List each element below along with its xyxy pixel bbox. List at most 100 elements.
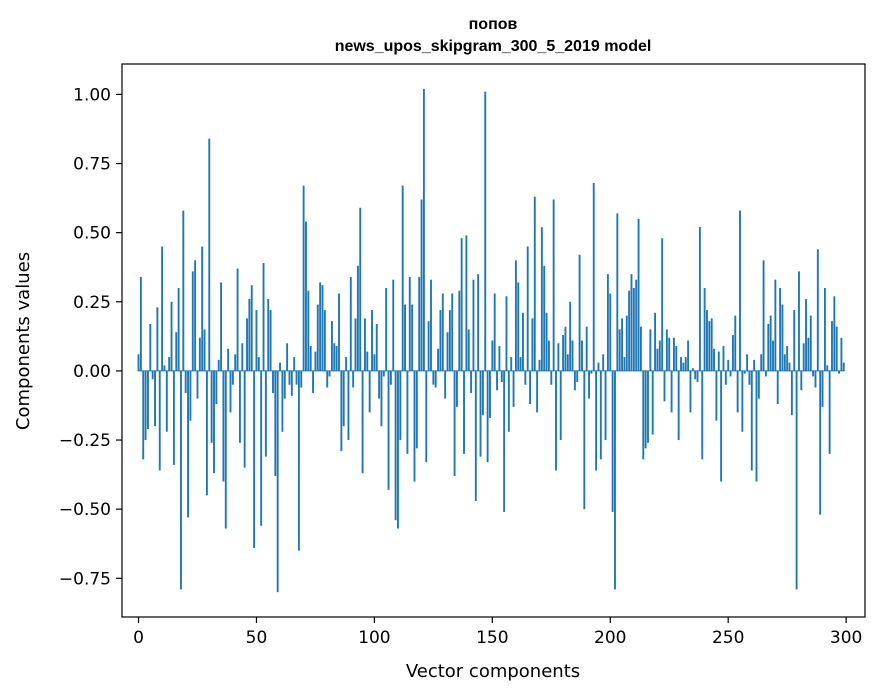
bar-124 [430, 279, 432, 371]
bar-45 [243, 370, 246, 468]
bar-191 [588, 370, 590, 399]
bar-129 [441, 293, 444, 371]
bar-160 [514, 260, 517, 371]
bar-212 [637, 218, 640, 371]
bar-192 [590, 370, 593, 374]
bar-188 [581, 340, 583, 371]
bar-169 [536, 370, 539, 413]
bar-189 [583, 370, 586, 510]
y-axis-ticks: −0.75 −0.50 −0.25 0.00 0.25 0.50 0.75 1.00 [59, 85, 122, 589]
bar-280 [798, 271, 800, 371]
bar-123 [427, 321, 430, 371]
bar-120 [420, 199, 423, 371]
bar-256 [741, 370, 744, 432]
x-tick-label: 150 [476, 628, 508, 648]
bar-16 [175, 332, 178, 371]
bar-263 [757, 370, 760, 399]
bar-147 [484, 91, 487, 371]
bar-219 [654, 312, 657, 371]
bar-4 [147, 370, 149, 429]
bar-62 [283, 370, 286, 399]
x-tick-label: 250 [712, 628, 744, 648]
bar-261 [753, 359, 756, 371]
bar-216 [647, 370, 649, 443]
bar-128 [439, 310, 442, 371]
bar-33 [215, 370, 218, 405]
x-axis-ticks: 0 50 100 150 200 250 300 [133, 617, 862, 648]
bar-238 [698, 227, 701, 371]
bar-224 [665, 329, 668, 371]
bar-143 [474, 370, 477, 501]
bar-194 [595, 370, 598, 471]
bar-186 [576, 370, 579, 382]
bar-10 [161, 246, 164, 371]
bar-52 [260, 370, 263, 526]
bar-21 [187, 370, 189, 518]
bar-9 [158, 370, 161, 471]
bar-255 [739, 210, 741, 371]
bar-164 [524, 370, 527, 385]
bar-257 [743, 370, 746, 374]
bar-76 [316, 304, 319, 371]
bar-291 [823, 287, 826, 371]
bar-168 [533, 196, 536, 371]
bar-109 [394, 370, 397, 521]
bar-115 [408, 276, 411, 371]
bar-58 [274, 370, 277, 476]
bar-159 [512, 370, 515, 407]
bar-231 [682, 362, 685, 371]
bar-201 [611, 370, 614, 512]
bar-199 [606, 274, 609, 371]
bar-28 [203, 329, 206, 371]
bar-200 [609, 293, 612, 371]
bar-132 [448, 310, 451, 371]
bar-85 [338, 293, 340, 371]
bar-111 [399, 370, 402, 441]
bar-273 [781, 304, 784, 371]
bar-3 [144, 370, 147, 441]
bar-71 [305, 221, 307, 371]
bar-267 [767, 323, 770, 371]
bar-103 [380, 370, 383, 427]
bar-136 [458, 290, 461, 371]
bar-26 [198, 337, 201, 371]
bar-92 [354, 318, 357, 371]
bar-179 [559, 370, 562, 441]
bar-36 [222, 370, 225, 482]
bar-142 [472, 279, 475, 371]
bar-19 [182, 210, 185, 371]
bar-234 [689, 370, 692, 413]
bar-225 [668, 337, 671, 371]
bar-210 [632, 287, 635, 371]
bar-217 [649, 329, 652, 371]
bar-245 [715, 370, 718, 421]
bar-32 [213, 370, 215, 474]
bar-89 [347, 370, 350, 441]
bar-41 [234, 354, 237, 371]
bar-203 [616, 213, 619, 371]
bar-141 [470, 370, 473, 394]
bar-279 [795, 370, 798, 590]
bar-25 [196, 370, 199, 399]
bar-135 [456, 370, 458, 407]
bar-176 [552, 199, 555, 371]
bar-65 [290, 370, 293, 396]
bar-220 [656, 348, 659, 371]
bar-171 [540, 227, 543, 371]
y-tick-label: −0.50 [59, 500, 111, 520]
bar-264 [760, 354, 763, 371]
bar-94 [359, 207, 362, 371]
bar-64 [288, 370, 291, 385]
bar-298 [840, 337, 843, 371]
bar-236 [694, 370, 697, 380]
bar-175 [550, 370, 553, 385]
bar-202 [614, 370, 616, 590]
bar-27 [201, 246, 204, 371]
bar-154 [500, 370, 503, 382]
bar-43 [238, 370, 241, 443]
bar-235 [691, 368, 694, 371]
bar-292 [826, 365, 829, 371]
x-tick-label: 200 [594, 628, 626, 648]
bar-73 [309, 346, 312, 371]
